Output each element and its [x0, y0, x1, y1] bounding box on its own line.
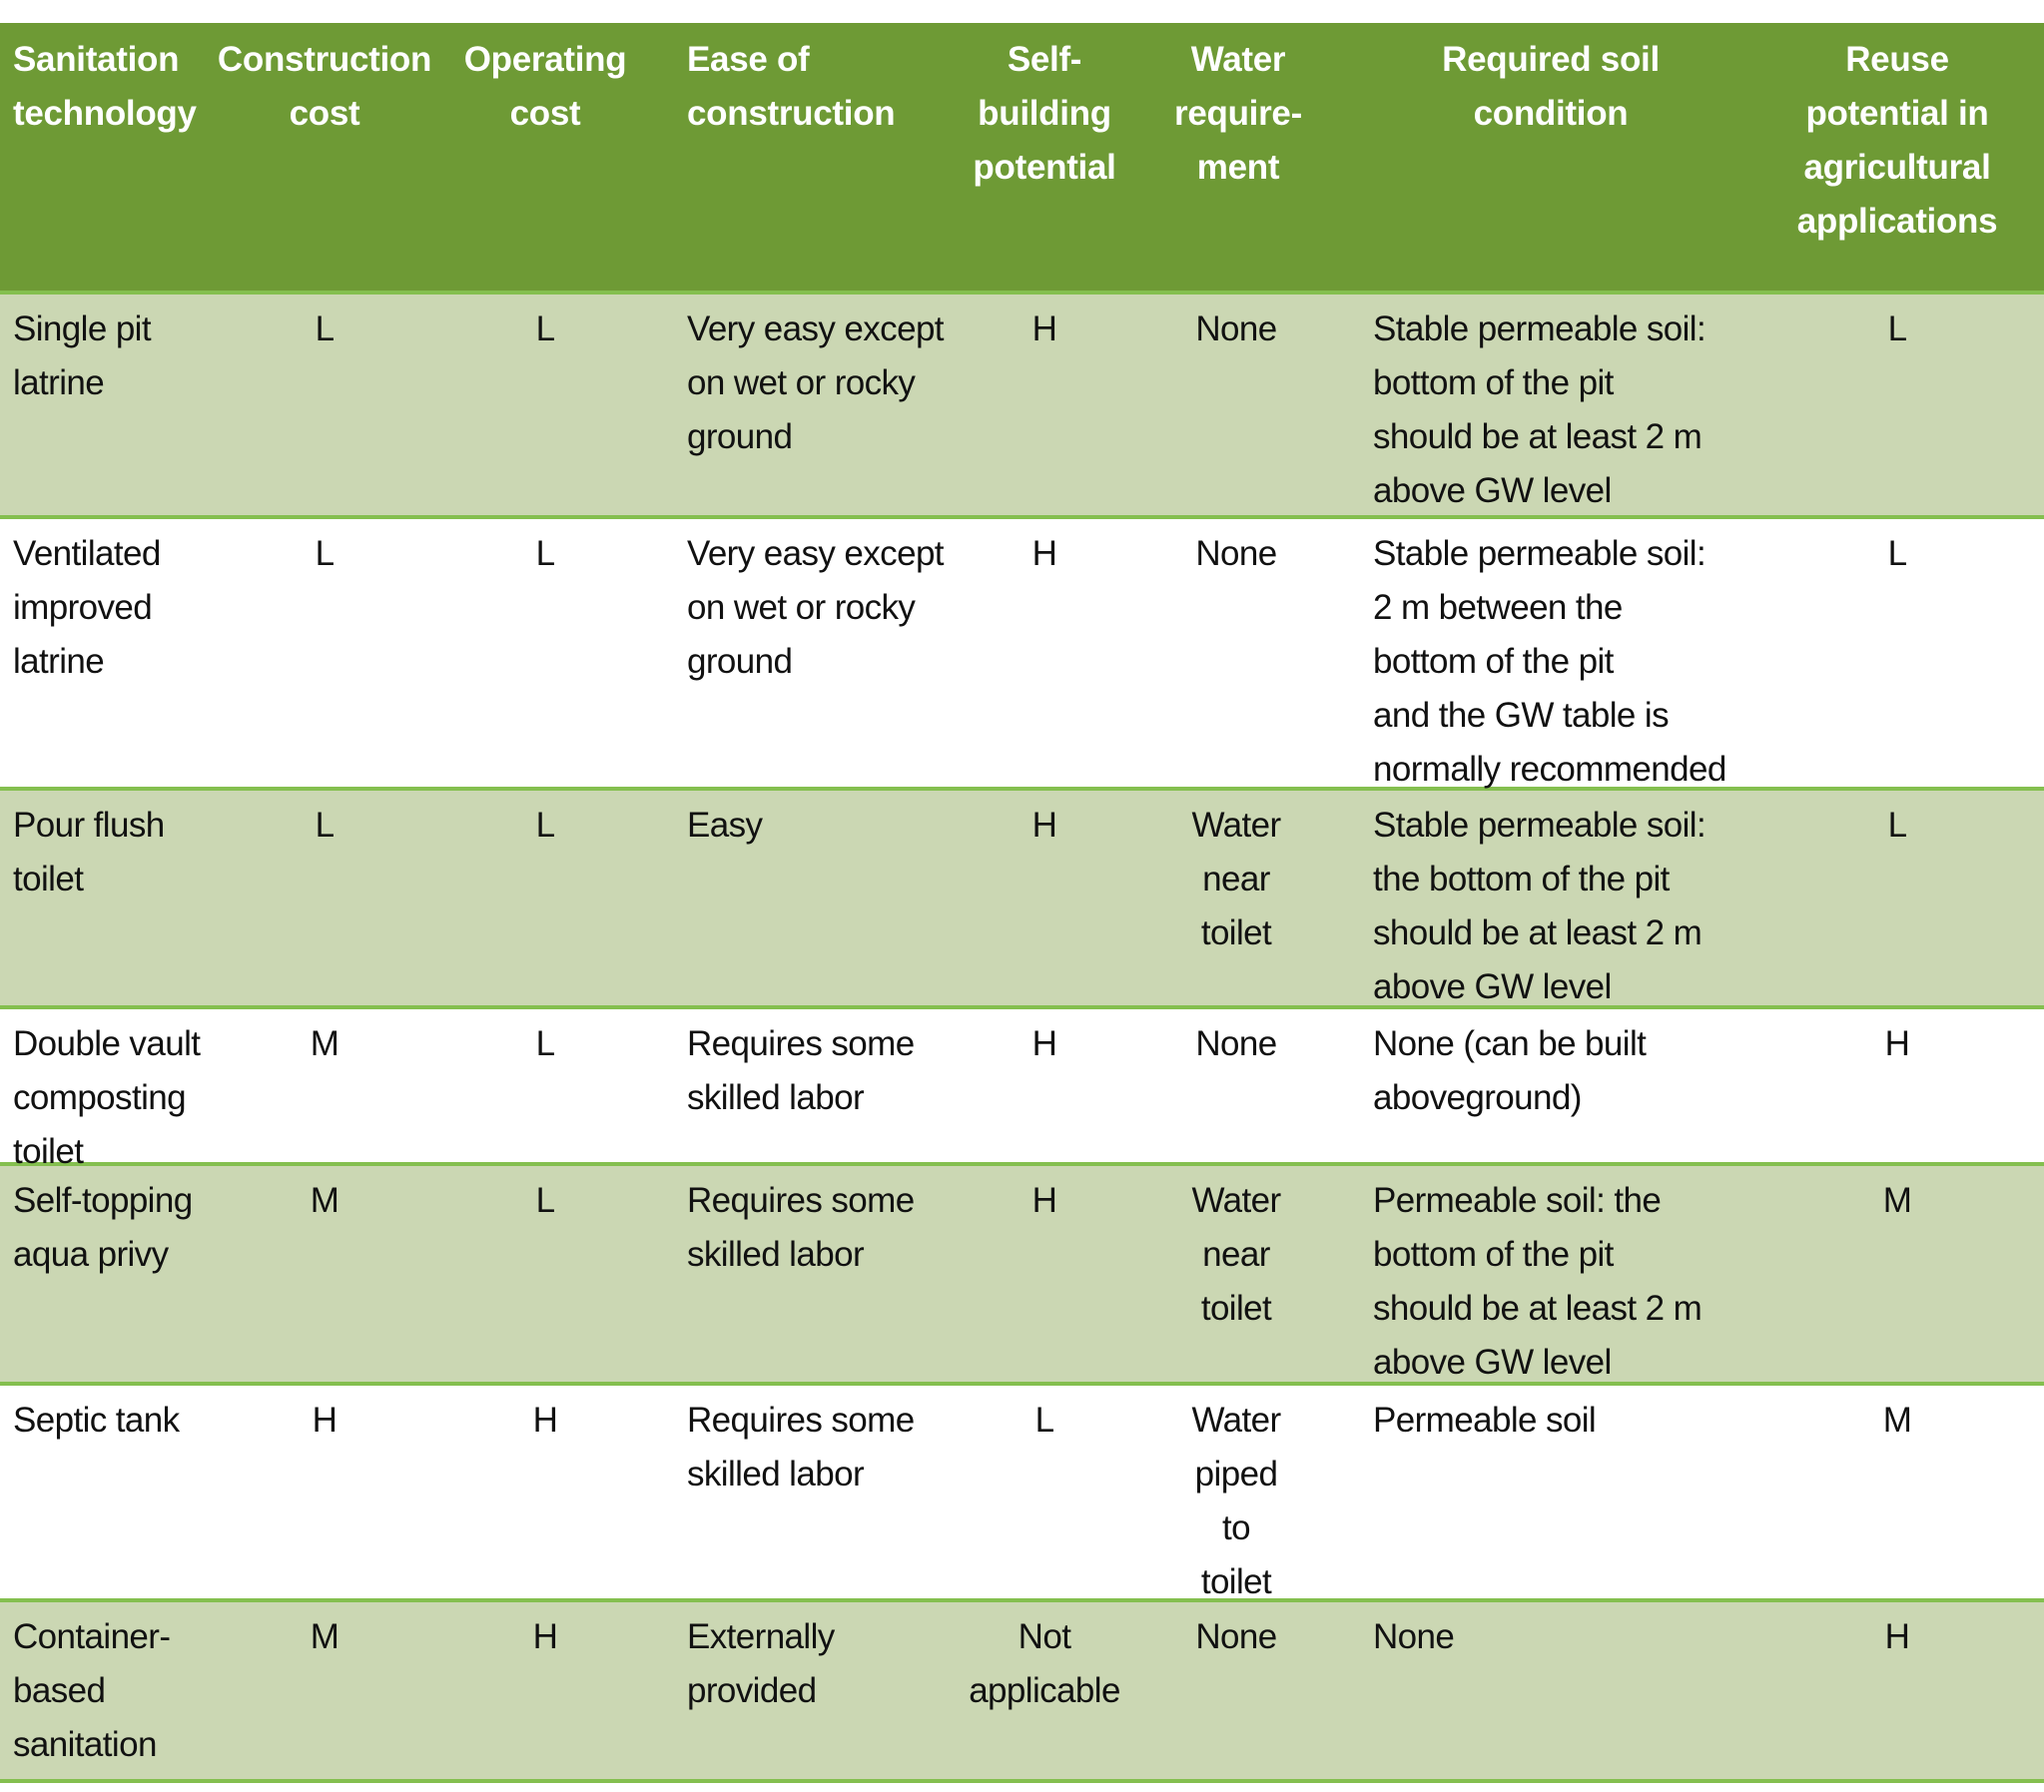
- cell-technology: Single pit latrine: [13, 309, 152, 402]
- row-separator: [0, 1382, 2044, 1386]
- header-operating-cost: Operating cost: [463, 40, 627, 133]
- cell-operating-cost: H: [532, 1617, 558, 1656]
- cell-required-soil-condition: Permeable soil: [1373, 1401, 1597, 1440]
- table-row: Self-topping aqua privy M L Requires som…: [0, 1166, 2044, 1382]
- cell-technology: Double vault composting toilet: [13, 1024, 201, 1171]
- cell-construction-cost: M: [310, 1617, 340, 1656]
- cell-ease-of-construction: Requires some skilled labor: [687, 1401, 915, 1493]
- header-reuse-potential: Reuse potential in agricultural applicat…: [1796, 40, 1998, 241]
- row-separator: [0, 1005, 2044, 1009]
- cell-operating-cost: L: [535, 309, 555, 348]
- header-ease-of-construction: Ease of construction: [687, 40, 896, 133]
- cell-construction-cost: L: [315, 534, 335, 573]
- cell-reuse-potential: L: [1887, 534, 1907, 573]
- row-separator: [0, 1598, 2044, 1602]
- header-separator: [0, 291, 2044, 295]
- cell-reuse-potential: L: [1887, 806, 1907, 845]
- table-row: Container- based sanitation M H External…: [0, 1602, 2044, 1779]
- cell-construction-cost: M: [310, 1181, 340, 1220]
- sanitation-comparison-table: Sanitation technology Construction cost …: [0, 23, 2044, 1783]
- header-required-soil-condition: Required soil condition: [1442, 40, 1660, 133]
- cell-technology: Septic tank: [13, 1401, 180, 1440]
- cell-operating-cost: H: [532, 1401, 558, 1440]
- cell-water-requirement: None: [1195, 534, 1277, 573]
- table-row: Septic tank H H Requires some skilled la…: [0, 1386, 2044, 1601]
- cell-operating-cost: L: [535, 534, 555, 573]
- cell-reuse-potential: M: [1882, 1401, 1912, 1440]
- cell-ease-of-construction: Very easy except on wet or rocky ground: [687, 534, 945, 681]
- table-row: Single pit latrine L L Very easy except …: [0, 295, 2044, 515]
- cell-required-soil-condition: None (can be built aboveground): [1373, 1024, 1647, 1117]
- table-bottom-border: [0, 1779, 2044, 1783]
- cell-operating-cost: L: [535, 806, 555, 845]
- cell-ease-of-construction: Very easy except on wet or rocky ground: [687, 309, 945, 456]
- cell-ease-of-construction: Requires some skilled labor: [687, 1181, 915, 1274]
- cell-reuse-potential: M: [1882, 1181, 1912, 1220]
- table-row: Double vault composting toilet M L Requi…: [0, 1009, 2044, 1171]
- cell-required-soil-condition: Stable permeable soil: bottom of the pit…: [1373, 309, 1706, 510]
- cell-construction-cost: L: [315, 806, 335, 845]
- cell-water-requirement: None: [1195, 1617, 1277, 1656]
- cell-self-building-potential: Not applicable: [969, 1617, 1120, 1710]
- cell-self-building-potential: L: [1034, 1401, 1054, 1440]
- cell-water-requirement: Water near toilet: [1191, 1181, 1281, 1328]
- cell-reuse-potential: H: [1884, 1617, 1910, 1656]
- cell-technology: Ventilated improved latrine: [13, 534, 161, 681]
- table-header: Sanitation technology Construction cost …: [0, 23, 2044, 291]
- cell-water-requirement: None: [1195, 1024, 1277, 1063]
- row-separator: [0, 787, 2044, 791]
- cell-operating-cost: L: [535, 1181, 555, 1220]
- cell-construction-cost: M: [310, 1024, 340, 1063]
- cell-required-soil-condition: None: [1373, 1617, 1455, 1656]
- cell-water-requirement: Water piped to toilet: [1191, 1401, 1281, 1601]
- cell-technology: Self-topping aqua privy: [13, 1181, 193, 1274]
- cell-self-building-potential: H: [1031, 1181, 1057, 1220]
- cell-self-building-potential: H: [1031, 309, 1057, 348]
- cell-self-building-potential: H: [1031, 534, 1057, 573]
- cell-water-requirement: None: [1195, 309, 1277, 348]
- cell-required-soil-condition: Permeable soil: the bottom of the pit sh…: [1373, 1181, 1703, 1382]
- row-separator: [0, 1162, 2044, 1166]
- cell-ease-of-construction: Easy: [687, 806, 763, 845]
- table-row: Pour flush toilet L L Easy H Water near …: [0, 791, 2044, 1006]
- cell-operating-cost: L: [535, 1024, 555, 1063]
- cell-construction-cost: H: [312, 1401, 338, 1440]
- header-self-building-potential: Self- building potential: [973, 40, 1116, 187]
- cell-reuse-potential: L: [1887, 309, 1907, 348]
- cell-self-building-potential: H: [1031, 1024, 1057, 1063]
- header-construction-cost: Construction cost: [217, 40, 432, 133]
- header-sanitation-technology: Sanitation technology: [13, 40, 197, 133]
- cell-construction-cost: L: [315, 309, 335, 348]
- cell-reuse-potential: H: [1884, 1024, 1910, 1063]
- cell-required-soil-condition: Stable permeable soil: the bottom of the…: [1373, 806, 1706, 1006]
- cell-technology: Container- based sanitation: [13, 1617, 171, 1764]
- cell-self-building-potential: H: [1031, 806, 1057, 845]
- table-row: Ventilated improved latrine L L Very eas…: [0, 519, 2044, 789]
- cell-water-requirement: Water near toilet: [1191, 806, 1281, 952]
- cell-required-soil-condition: Stable permeable soil: 2 m between the b…: [1373, 534, 1726, 789]
- header-water-requirement: Water require- ment: [1174, 40, 1302, 187]
- cell-ease-of-construction: Externally provided: [687, 1617, 835, 1710]
- cell-technology: Pour flush toilet: [13, 806, 165, 898]
- row-separator: [0, 515, 2044, 519]
- cell-ease-of-construction: Requires some skilled labor: [687, 1024, 915, 1117]
